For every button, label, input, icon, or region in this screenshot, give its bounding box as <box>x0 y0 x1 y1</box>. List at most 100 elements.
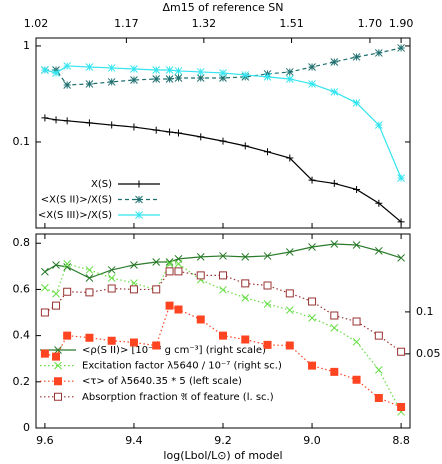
marker <box>308 314 316 322</box>
marker <box>63 81 72 89</box>
marker <box>285 75 294 83</box>
marker <box>330 58 339 66</box>
legend-marker <box>54 377 62 386</box>
marker <box>308 361 317 370</box>
marker <box>352 317 361 326</box>
marker <box>263 300 272 308</box>
marker <box>263 281 272 290</box>
x-axis-title: log(Lbol/L⊙) of model <box>163 449 282 462</box>
marker <box>63 117 71 125</box>
marker <box>241 294 250 302</box>
marker <box>129 285 138 294</box>
marker <box>130 261 138 269</box>
marker <box>107 284 116 293</box>
marker <box>219 137 227 145</box>
marker <box>219 271 227 280</box>
marker <box>308 63 316 71</box>
marker <box>41 267 49 276</box>
marker <box>107 78 116 86</box>
marker <box>219 74 227 82</box>
marker <box>107 274 116 282</box>
y-tick-label: 0.1 <box>13 135 31 148</box>
marker <box>241 335 250 344</box>
marker <box>52 301 61 310</box>
marker <box>85 288 94 297</box>
marker <box>285 289 294 298</box>
marker <box>63 331 72 340</box>
marker <box>52 289 60 298</box>
marker <box>63 260 72 268</box>
marker <box>130 76 138 84</box>
x-tick-label: 9.6 <box>36 434 54 447</box>
y-tick-label: 0.4 <box>13 329 31 342</box>
marker <box>152 258 161 266</box>
legend-label: Absorption fraction 𝔄 of feature (l. sc.… <box>82 392 274 403</box>
x2-tick-label: 1.51 <box>279 17 304 30</box>
legend-marker <box>54 392 62 401</box>
y2-tick-label: 0.1 <box>416 305 434 318</box>
legend-label: <ρ(S II)> [10⁻¹³ g cm⁻³] (right scale) <box>82 345 266 356</box>
marker <box>166 128 174 136</box>
marker <box>397 174 405 182</box>
marker <box>352 53 361 61</box>
marker <box>152 341 161 350</box>
marker <box>152 285 161 294</box>
marker <box>374 121 383 129</box>
marker <box>52 352 61 361</box>
marker <box>52 261 60 269</box>
series-line <box>44 270 402 353</box>
y-tick-label: 0.2 <box>13 375 31 388</box>
marker <box>330 311 339 320</box>
marker <box>397 254 405 262</box>
marker <box>263 73 272 81</box>
marker <box>165 267 174 276</box>
marker <box>352 99 361 107</box>
marker <box>107 266 116 274</box>
marker <box>130 279 138 287</box>
marker <box>196 253 205 261</box>
marker <box>352 375 361 384</box>
legend-label: <τ> of λ5640.35 * 5 (left scale) <box>82 376 242 387</box>
legend-label: X(S) <box>91 179 112 190</box>
marker <box>374 247 383 255</box>
marker <box>285 248 294 256</box>
marker <box>85 274 94 282</box>
marker <box>353 185 361 193</box>
marker <box>130 123 138 131</box>
marker <box>374 366 383 374</box>
y-tick-label: 1 <box>23 39 30 52</box>
marker <box>41 283 49 292</box>
marker <box>308 80 316 88</box>
series-line <box>44 65 402 179</box>
marker <box>330 88 339 96</box>
marker <box>197 133 205 141</box>
marker <box>41 66 49 74</box>
marker <box>352 241 361 249</box>
marker <box>152 126 160 134</box>
y-tick-label: 0 <box>23 421 30 434</box>
marker <box>397 347 406 356</box>
marker <box>174 267 183 276</box>
y-tick-label: 0.6 <box>13 282 31 295</box>
legend-marker <box>135 180 143 188</box>
marker <box>286 154 294 162</box>
marker <box>241 253 250 261</box>
x-tick-label: 8.8 <box>392 434 410 447</box>
top-axis-title: Δm15 of reference SN <box>162 1 283 14</box>
x-tick-label: 9.0 <box>303 434 321 447</box>
series-line <box>44 117 402 223</box>
marker <box>107 336 116 345</box>
marker <box>285 68 294 76</box>
legend-label: Excitation factor λ5640 / 10⁻⁷ (right sc… <box>82 361 282 372</box>
marker <box>330 324 339 332</box>
marker <box>285 341 294 350</box>
x-tick-label: 9.2 <box>214 434 232 447</box>
marker <box>219 252 227 260</box>
marker <box>263 252 272 260</box>
marker <box>52 69 60 77</box>
legend-label: <X(S II)>/X(S) <box>41 195 112 206</box>
marker <box>196 271 205 280</box>
legend-label: <X(S III)>/X(S) <box>38 210 112 221</box>
marker <box>241 279 250 288</box>
